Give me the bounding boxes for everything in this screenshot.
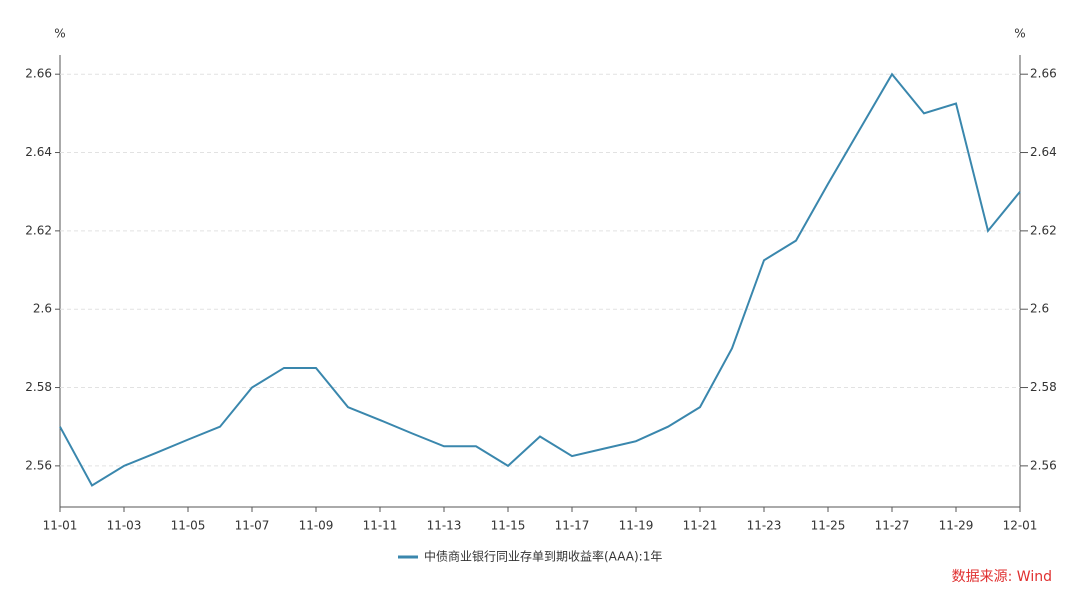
- x-tick-label: 11-29: [939, 519, 974, 533]
- x-tick-label: 11-27: [875, 519, 910, 533]
- y2-tick-label: 2.56: [1030, 458, 1057, 472]
- y-tick-label: 2.64: [25, 145, 52, 159]
- x-tick-label: 11-09: [299, 519, 334, 533]
- x-tick-label: 11-17: [555, 519, 590, 533]
- x-tick-label: 11-03: [107, 519, 142, 533]
- y-tick-label: 2.58: [25, 380, 52, 394]
- y2-tick-label: 2.6: [1030, 302, 1049, 316]
- x-tick-label: 11-05: [171, 519, 206, 533]
- y2-tick-label: 2.64: [1030, 145, 1057, 159]
- x-tick-label: 11-25: [811, 519, 846, 533]
- x-tick-label: 11-21: [683, 519, 718, 533]
- x-tick-label: 11-23: [747, 519, 782, 533]
- y-tick-label: 2.6: [33, 302, 52, 316]
- x-tick-label: 11-19: [619, 519, 654, 533]
- x-tick-label: 11-13: [427, 519, 462, 533]
- x-tick-label: 11-15: [491, 519, 526, 533]
- source: 数据来源: Wind: [952, 569, 1052, 585]
- y-tick-label: 2.62: [25, 223, 52, 237]
- line: [59, 72, 1021, 487]
- y-tick-label: 2.56: [25, 458, 52, 472]
- y-tick-label: 2.66: [25, 67, 52, 81]
- legend-label: 中债商业银行同业存单到期收益率(AAA):1年: [424, 549, 662, 564]
- y2-tick-label: 2.66: [1030, 67, 1057, 81]
- y2-tick-label: 2.58: [1030, 380, 1057, 394]
- x-tick-label: 12-01: [1003, 519, 1038, 533]
- x-tick-label: 11-07: [235, 519, 270, 533]
- x-tick-label: 11-11: [363, 519, 398, 533]
- y-unit: %: [54, 27, 65, 41]
- x-tick-label: 11-01: [43, 519, 78, 533]
- y2-tick-label: 2.62: [1030, 223, 1057, 237]
- y2-unit: %: [1014, 27, 1025, 41]
